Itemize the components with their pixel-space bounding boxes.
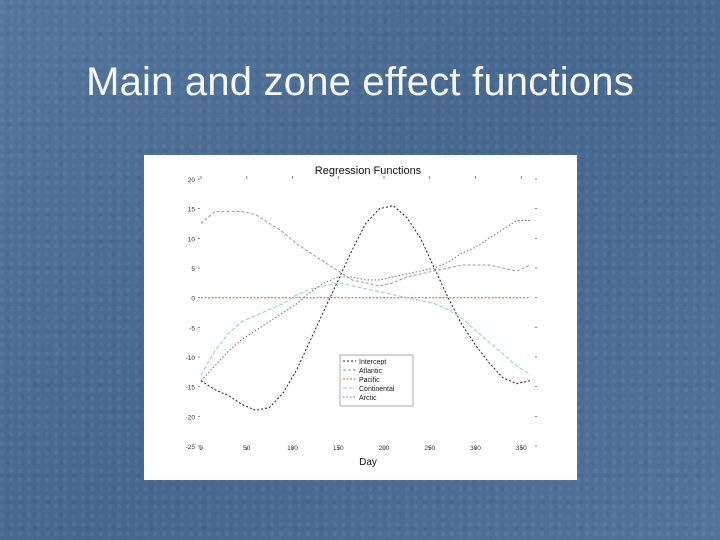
series-layer [200, 205, 531, 411]
legend-label-pacific: Pacific [359, 377, 380, 384]
chart-panel: Regression Functions Day 20 15 10 5 0 -5 -10 -1… [144, 155, 577, 480]
x-axis-label: Day [359, 457, 377, 468]
y-tick-label: -20 [186, 414, 196, 421]
series-line-atlantic [200, 211, 531, 287]
x-tick-label: 200 [379, 445, 390, 452]
y-tick-label: 5 [191, 266, 195, 273]
chart-title: Regression Functions [315, 165, 422, 177]
series-line-intercept [200, 205, 531, 411]
x-tick-label: 300 [470, 445, 481, 452]
y-tick-label: 20 [188, 177, 196, 184]
y-tick-label: 0 [191, 296, 195, 303]
y-tick-label: 15 [188, 207, 196, 214]
y-tick-label: -25 [186, 444, 196, 451]
x-tick-label: 150 [333, 445, 344, 452]
x-tick-label: 250 [424, 445, 435, 452]
series-line-continental [200, 282, 531, 376]
y-tick-label: -5 [189, 325, 195, 332]
slide-title: Main and zone effect functions [86, 60, 634, 104]
x-tick-label: 350 [516, 445, 527, 452]
legend-box [339, 354, 414, 407]
series-line-arctic [200, 220, 531, 382]
legend-label-atlantic: Atlantic [359, 368, 382, 375]
y-tick-label: -15 [186, 385, 196, 392]
y-tick-label: 10 [188, 236, 196, 243]
x-tick-label: 0 [199, 445, 203, 452]
x-tick-label: 100 [287, 445, 298, 452]
y-tick-label: -10 [186, 355, 196, 362]
legend-label-continental: Continental [359, 386, 395, 393]
legend: Intercept Atlantic Pacific Continental Arcti… [339, 354, 414, 407]
legend-label-arctic: Arctic [359, 395, 377, 402]
regression-chart: Regression Functions Day 20151050-5-10-1… [186, 165, 537, 468]
legend-label-intercept: Intercept [359, 359, 386, 366]
x-tick-label: 50 [243, 445, 251, 452]
